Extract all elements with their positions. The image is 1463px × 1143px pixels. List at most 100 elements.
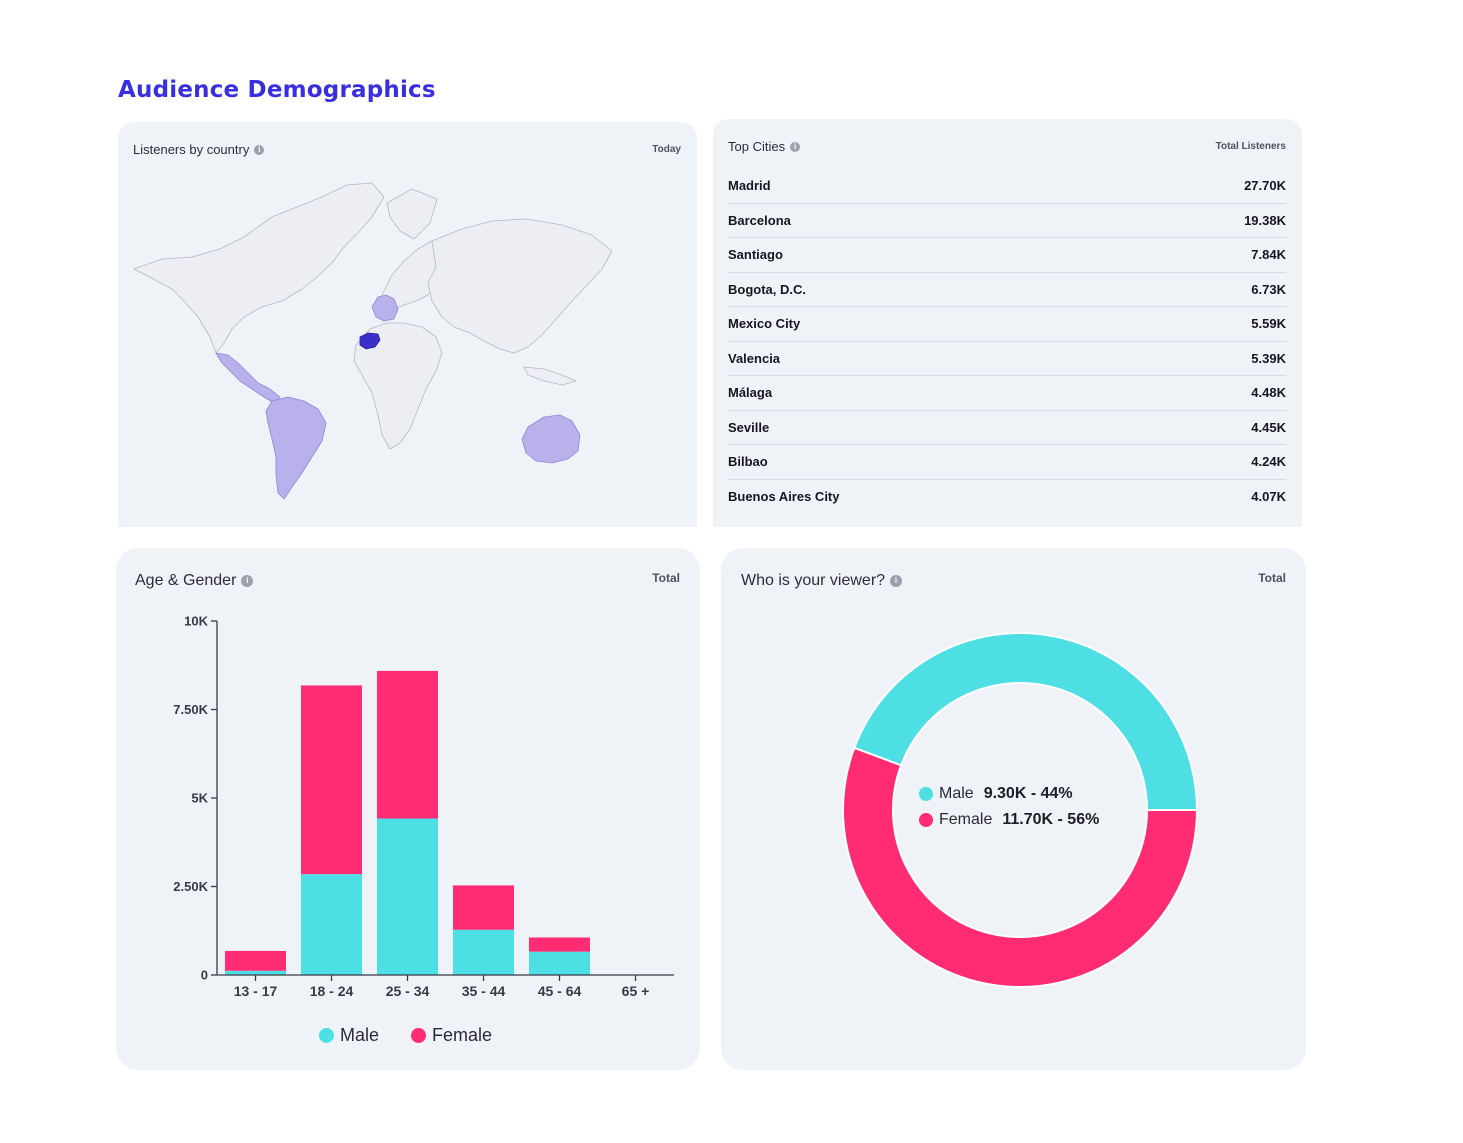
age-gender-card: Age & Gender i Total 0 2.50K 5K 7.50K 10K 13 … (116, 548, 700, 1070)
top-cities-list: Madrid 27.70K Barcelona 19.38K Santiago 7.8… (728, 169, 1286, 513)
donut-legend-male: Male 9.30K - 44% (919, 781, 1099, 807)
viewer-title: Who is your viewer? (741, 572, 886, 589)
x-tick-label: 25 - 34 (386, 983, 430, 999)
bar-male-35-44[interactable] (453, 929, 514, 975)
map-region-mexico (215, 352, 281, 404)
city-listeners: 4.24K (1251, 454, 1286, 470)
city-name: Mexico City (728, 316, 801, 332)
male-dot-icon (919, 787, 933, 801)
page-title: Audience Demographics (118, 77, 436, 103)
city-row: Mexico City 5.59K (728, 307, 1286, 342)
map-period-label: Today (652, 144, 681, 155)
age-gender-period-label: Total (652, 571, 680, 585)
y-tick-label: 5K (191, 791, 208, 806)
map-region-south-america (265, 396, 327, 500)
world-map[interactable] (132, 177, 618, 507)
city-row: Santiago 7.84K (728, 238, 1286, 273)
bar-female-45-64[interactable] (529, 937, 590, 952)
city-name: Málaga (728, 385, 773, 401)
y-tick-label: 0 (201, 968, 208, 983)
age-gender-title-wrap: Age & Gender i (135, 572, 254, 590)
map-region-asia (427, 218, 613, 354)
city-listeners: 4.48K (1251, 385, 1286, 401)
city-row: Valencia 5.39K (728, 342, 1286, 376)
info-icon[interactable]: i (241, 575, 254, 587)
y-tick-label: 7.50K (173, 702, 208, 717)
map-region-western-europe (371, 294, 399, 322)
map-region-indonesia (523, 366, 577, 386)
bar-male-45-64[interactable] (529, 951, 590, 975)
donut-slice-male[interactable] (852, 632, 1199, 811)
info-icon[interactable]: i (790, 141, 801, 152)
city-listeners: 19.38K (1244, 212, 1286, 228)
listeners-by-country-card: Listeners by country i Today (118, 122, 697, 527)
x-tick-label: 18 - 24 (310, 983, 354, 999)
bar-male-13-17[interactable] (225, 970, 286, 975)
donut-female-label: Female (939, 811, 993, 828)
city-row: Buenos Aires City 4.07K (728, 480, 1286, 514)
bar-female-13-17[interactable] (225, 950, 286, 971)
city-name: Buenos Aires City (728, 488, 840, 504)
city-name: Bogota, D.C. (728, 281, 806, 297)
city-name: Santiago (728, 247, 783, 263)
map-region-north-america (133, 182, 385, 354)
listeners-by-country-title: Listeners by country (133, 142, 250, 157)
viewer-title-wrap: Who is your viewer? i (741, 572, 903, 590)
viewer-donut-chart[interactable] (721, 548, 1306, 1070)
city-name: Valencia (728, 350, 781, 366)
city-row: Málaga 4.48K (728, 376, 1286, 411)
info-icon[interactable]: i (254, 144, 265, 155)
top-cities-title-wrap: Top Cities i (728, 139, 801, 154)
legend-male[interactable]: Male (319, 1025, 379, 1046)
x-tick-label: 45 - 64 (538, 983, 582, 999)
map-region-africa (353, 322, 443, 450)
bar-female-25-34[interactable] (377, 670, 438, 819)
city-row: Bogota, D.C. 6.73K (728, 273, 1286, 307)
city-listeners: 7.84K (1251, 247, 1286, 263)
top-cities-card: Top Cities i Total Listeners Madrid 27.70… (713, 119, 1302, 527)
map-region-spain (359, 332, 381, 350)
donut-legend: Male 9.30K - 44% Female 11.70K - 56% (919, 781, 1099, 833)
female-dot-icon (919, 813, 933, 827)
x-tick-label: 13 - 17 (234, 983, 278, 999)
listeners-by-country-title-wrap: Listeners by country i (133, 142, 265, 157)
city-listeners: 4.45K (1251, 419, 1286, 435)
x-tick-label: 65 + (622, 983, 650, 999)
top-cities-title: Top Cities (728, 139, 786, 154)
city-row: Seville 4.45K (728, 411, 1286, 445)
age-gender-legend: Male Female (319, 1025, 492, 1046)
donut-female-value: 11.70K - 56% (1002, 811, 1100, 828)
legend-female[interactable]: Female (411, 1025, 492, 1046)
bar-male-25-34[interactable] (377, 818, 438, 975)
female-dot-icon (411, 1028, 427, 1043)
info-icon[interactable]: i (890, 575, 903, 587)
city-listeners: 5.39K (1251, 350, 1286, 366)
city-listeners: 5.59K (1251, 316, 1286, 332)
bar-male-18-24[interactable] (301, 874, 362, 975)
viewer-card: Who is your viewer? i Total Male 9.30K -… (721, 548, 1306, 1070)
donut-male-label: Male (939, 785, 974, 802)
age-gender-title: Age & Gender (135, 572, 237, 589)
total-listeners-label: Total Listeners (1215, 141, 1286, 152)
city-name: Barcelona (728, 212, 791, 228)
city-name: Seville (728, 419, 770, 435)
y-tick-label: 10K (184, 614, 208, 629)
legend-female-label: Female (432, 1025, 493, 1045)
city-listeners: 27.70K (1244, 178, 1286, 194)
city-name: Bilbao (728, 454, 768, 470)
x-tick-label: 35 - 44 (462, 983, 506, 999)
city-name: Madrid (728, 178, 771, 194)
male-dot-icon (319, 1028, 334, 1043)
bar-female-18-24[interactable] (301, 685, 362, 875)
bar-female-35-44[interactable] (453, 885, 514, 930)
donut-slice-female[interactable] (842, 746, 1199, 988)
age-gender-chart[interactable]: 0 2.50K 5K 7.50K 10K 13 - 17 18 - 24 25 - 34 35 … (116, 548, 700, 1018)
city-row: Bilbao 4.24K (728, 445, 1286, 480)
map-region-greenland (386, 188, 438, 240)
city-row: Barcelona 19.38K (728, 204, 1286, 238)
viewer-period-label: Total (1258, 571, 1286, 585)
y-tick-label: 2.50K (173, 879, 208, 894)
city-listeners: 4.07K (1251, 488, 1286, 504)
map-region-australia (521, 414, 581, 464)
legend-male-label: Male (340, 1025, 380, 1045)
